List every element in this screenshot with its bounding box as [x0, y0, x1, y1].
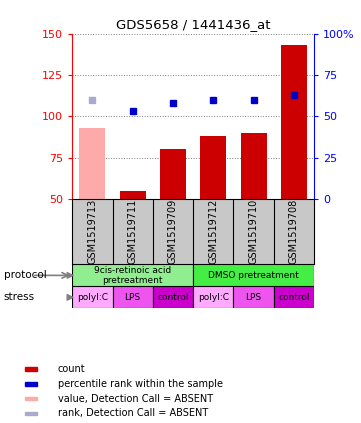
Bar	[72, 286, 113, 308]
Bar	[25, 382, 37, 386]
Bar	[72, 264, 193, 286]
Text: stress: stress	[4, 292, 35, 302]
Bar	[200, 136, 226, 199]
Bar	[25, 367, 37, 371]
Text: GSM1519711: GSM1519711	[128, 199, 138, 264]
Text: value, Detection Call = ABSENT: value, Detection Call = ABSENT	[58, 394, 213, 404]
Text: LPS: LPS	[245, 293, 262, 302]
Bar	[193, 286, 234, 308]
Text: count: count	[58, 364, 86, 374]
Text: DMSO pretreatment: DMSO pretreatment	[208, 271, 299, 280]
Bar	[274, 286, 314, 308]
Text: GSM1519713: GSM1519713	[87, 199, 97, 264]
Bar	[79, 128, 105, 199]
Title: GDS5658 / 1441436_at: GDS5658 / 1441436_at	[116, 18, 270, 31]
Text: GSM1519708: GSM1519708	[289, 199, 299, 264]
Text: GSM1519712: GSM1519712	[208, 199, 218, 264]
Text: protocol: protocol	[4, 270, 46, 280]
Bar	[240, 133, 267, 199]
Bar	[25, 397, 37, 401]
Bar	[234, 286, 274, 308]
Bar	[153, 286, 193, 308]
Bar	[113, 286, 153, 308]
Text: LPS: LPS	[125, 293, 141, 302]
Text: rank, Detection Call = ABSENT: rank, Detection Call = ABSENT	[58, 409, 208, 418]
Text: polyI:C: polyI:C	[198, 293, 229, 302]
Text: GSM1519710: GSM1519710	[249, 199, 258, 264]
Text: 9cis-retinoic acid
pretreatment: 9cis-retinoic acid pretreatment	[94, 266, 171, 285]
Text: control: control	[157, 293, 189, 302]
Text: control: control	[278, 293, 310, 302]
Text: percentile rank within the sample: percentile rank within the sample	[58, 379, 223, 389]
Text: polyI:C: polyI:C	[77, 293, 108, 302]
Bar	[119, 190, 146, 199]
Text: GSM1519709: GSM1519709	[168, 199, 178, 264]
Bar	[193, 264, 314, 286]
Bar	[281, 45, 307, 199]
Bar	[160, 149, 186, 199]
Bar	[25, 412, 37, 415]
